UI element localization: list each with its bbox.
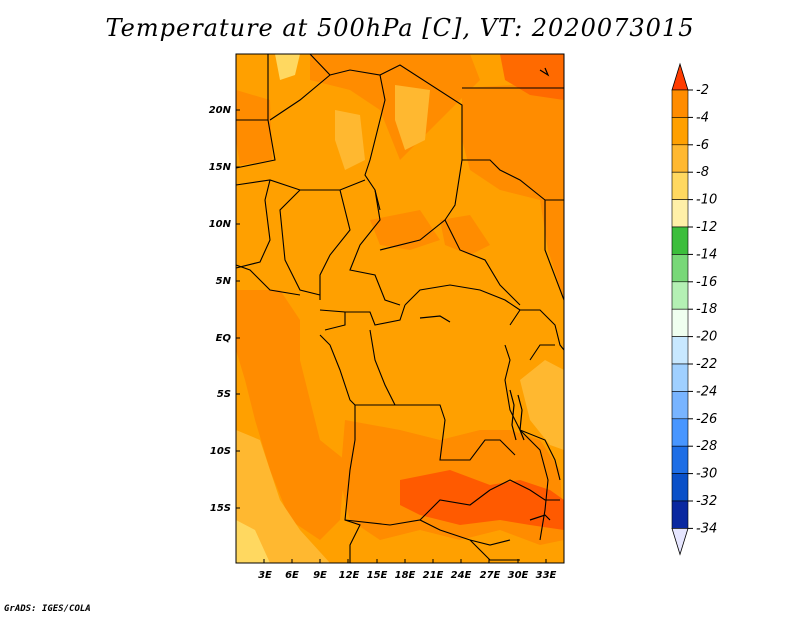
lat-tick-label: 10S — [210, 446, 231, 457]
colorbar-label: -32 — [696, 494, 717, 509]
lon-tick-label: 15E — [367, 570, 388, 581]
colorbar-box — [671, 308, 689, 337]
warmer-region-south — [400, 470, 564, 530]
lon-tick-label: 9E — [313, 570, 327, 581]
colorbar-label: -18 — [696, 302, 717, 317]
colorbar-label: -24 — [696, 384, 717, 399]
warm-region-central-east — [440, 215, 490, 255]
colorbar-label: -26 — [696, 412, 717, 427]
colorbar-box — [671, 171, 689, 200]
colorbar-label: -2 — [696, 83, 709, 98]
colorbar-box — [671, 281, 689, 310]
lon-tick-label: 18E — [395, 570, 416, 581]
lat-tick-label: 5N — [216, 276, 232, 287]
colorbar-label: -14 — [696, 247, 717, 262]
grads-credit: GrADS: IGES/COLA — [4, 604, 91, 614]
warm-region-central — [370, 210, 440, 250]
lat-tick-label: 15S — [210, 503, 231, 514]
colorbar-box — [671, 226, 689, 255]
cool-region-southwest — [236, 430, 330, 563]
warm-region-west — [236, 290, 345, 540]
lat-tick-label: 15N — [209, 162, 232, 173]
lat-tick-label: 20N — [209, 105, 232, 116]
colorbar-box — [671, 89, 689, 118]
lon-tick-label: 27E — [480, 570, 501, 581]
colorbar-label: -16 — [696, 275, 717, 290]
colorbar-label: -8 — [696, 165, 709, 180]
warm-region-northwest — [236, 90, 272, 165]
colorbar-label: -20 — [696, 330, 717, 345]
lat-tick-label: EQ — [216, 333, 232, 344]
lon-tick-label: 12E — [339, 570, 360, 581]
lon-tick-label: 3E — [258, 570, 272, 581]
colorbar-box — [671, 199, 689, 228]
colorbar-box — [671, 254, 689, 283]
map-frame — [235, 53, 565, 564]
lon-tick-label: 33E — [536, 570, 557, 581]
colorbar-box — [671, 500, 689, 529]
lat-axis: 20N 15N 10N 5N EQ 5S 10S 15S — [209, 105, 240, 514]
colorbar-label: -12 — [696, 220, 717, 235]
lon-axis: 3E 6E 9E 12E 15E 18E 21E 24E 27E 30E 33E — [258, 559, 557, 581]
coolest-region-southwest — [236, 520, 270, 563]
colorbar-box — [671, 391, 689, 420]
colorbar-box — [671, 144, 689, 173]
colorbar-box — [671, 336, 689, 365]
lon-tick-label: 21E — [423, 570, 444, 581]
colorbar-label: -6 — [696, 138, 709, 153]
colorbar-box — [671, 473, 689, 502]
colorbar-label: -10 — [696, 193, 717, 208]
colorbar-label: -28 — [696, 439, 717, 454]
colorbar-label: -22 — [696, 357, 717, 372]
country-borders — [235, 53, 565, 563]
colorbar-bottom-arrow — [671, 528, 689, 556]
colorbar-box — [671, 363, 689, 392]
colorbar-label: -4 — [696, 110, 709, 125]
chart-title: Temperature at 500hPa [C], VT: 202007301… — [105, 14, 695, 42]
colorbar-box — [671, 117, 689, 146]
lat-tick-label: 5S — [217, 389, 231, 400]
colorbar-box — [671, 445, 689, 474]
cool-region-north-2 — [335, 110, 365, 170]
lon-tick-label: 24E — [451, 570, 472, 581]
colorbar-label: -30 — [696, 467, 717, 482]
colorbar-box — [671, 418, 689, 447]
lon-tick-label: 6E — [285, 570, 299, 581]
lon-tick-label: 30E — [508, 570, 529, 581]
cool-region-north-3 — [275, 54, 300, 80]
lakes — [419, 67, 551, 521]
cool-region-north-1 — [395, 85, 430, 150]
lat-tick-label: 10N — [209, 219, 232, 230]
cool-region-east — [520, 360, 564, 450]
colorbar-labels: -2 -4 -6 -8 -10 -12 -14 -16 -18 -20 -22 -24 -26 -28 -3… — [688, 83, 717, 536]
colorbar-label: -34 — [696, 521, 717, 536]
colorbar-boxes — [671, 62, 689, 556]
colorbar-top-arrow — [671, 62, 689, 91]
warm-region-northeast — [462, 82, 564, 300]
